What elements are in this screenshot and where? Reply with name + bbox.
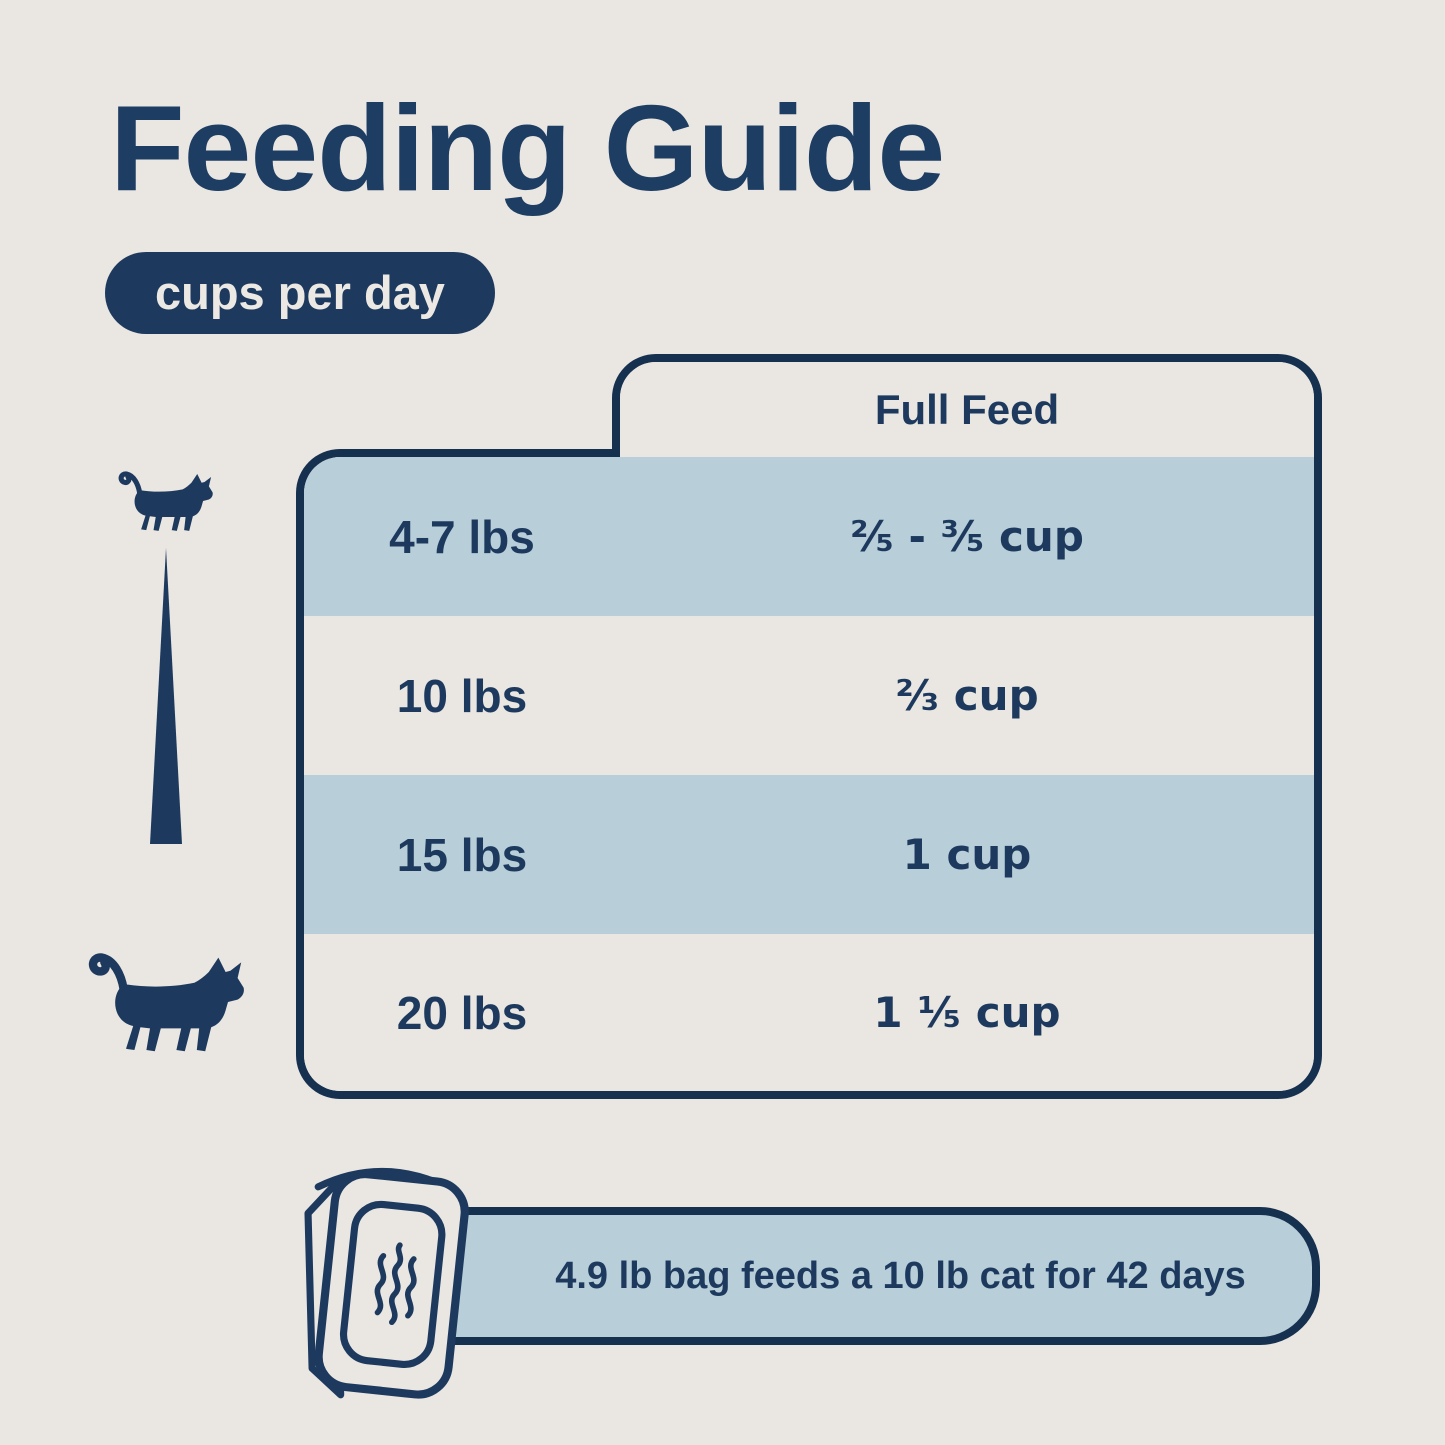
large-cat-icon bbox=[88, 953, 244, 1052]
cups-per-day-badge: cups per day bbox=[105, 252, 495, 334]
food-bag-icon bbox=[304, 1167, 469, 1399]
table-cell-weight: 4-7 lbs bbox=[304, 457, 620, 616]
table-cell-weight: 10 lbs bbox=[304, 616, 620, 775]
steam-icon bbox=[374, 1242, 417, 1326]
bag-feeds-note-banner: 4.9 lb bag feeds a 10 lb cat for 42 days bbox=[356, 1207, 1320, 1345]
weight-column: 4-7 lbs 10 lbs 15 lbs 20 lbs bbox=[296, 449, 620, 1099]
table-cell-amount: 1 cup bbox=[620, 775, 1314, 934]
small-cat-icon bbox=[118, 471, 213, 531]
table-cell-amount: ²⁄₅ - ³⁄₅ cup bbox=[620, 457, 1314, 616]
size-wedge-icon bbox=[150, 548, 182, 844]
full-feed-column: Full Feed ²⁄₅ - ³⁄₅ cup ²⁄₃ cup 1 cup 1 … bbox=[612, 354, 1322, 1099]
page-title: Feeding Guide bbox=[110, 80, 945, 216]
bag-feeds-note-text: 4.9 lb bag feeds a 10 lb cat for 42 days bbox=[555, 1254, 1246, 1297]
table-cell-weight: 15 lbs bbox=[304, 775, 620, 934]
table-cell-amount: ²⁄₃ cup bbox=[620, 616, 1314, 775]
table-cell-weight: 20 lbs bbox=[304, 934, 620, 1091]
column-header-full-feed: Full Feed bbox=[620, 362, 1314, 457]
table-cell-amount: 1 ¹⁄₅ cup bbox=[620, 934, 1314, 1091]
